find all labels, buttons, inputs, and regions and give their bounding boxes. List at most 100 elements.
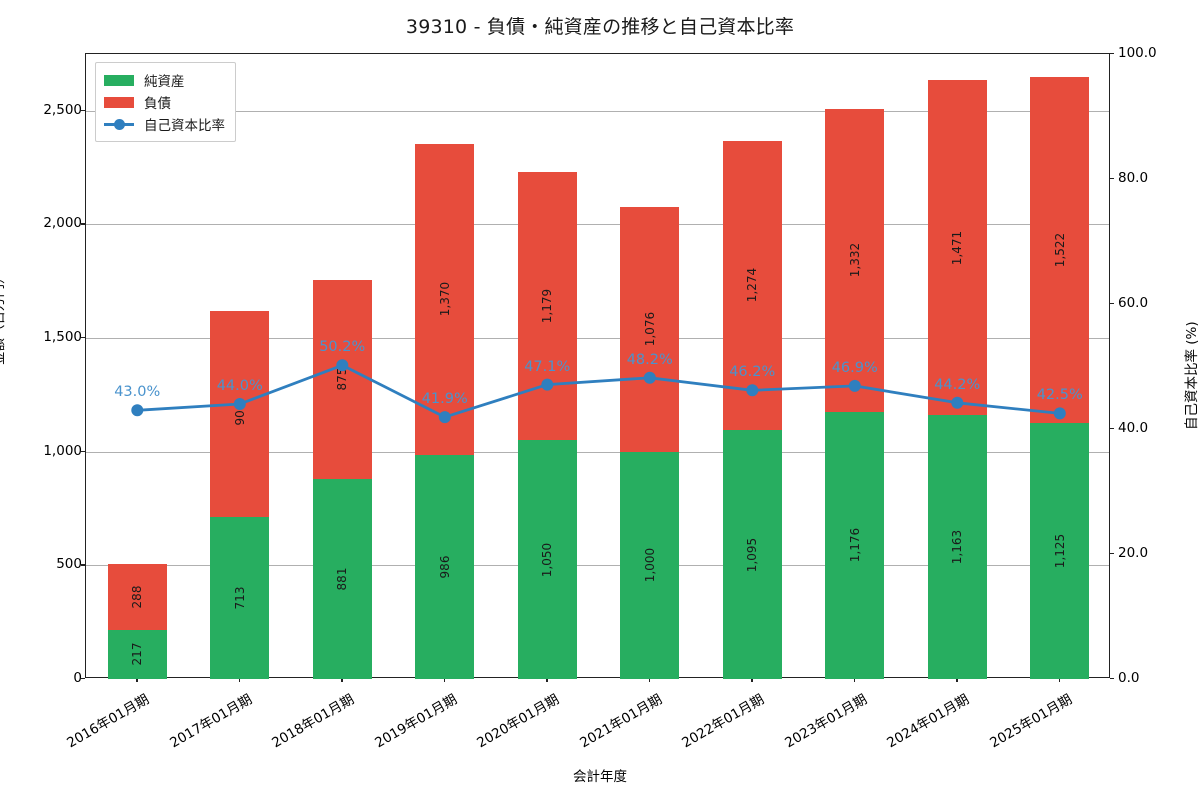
bar-segment-net-assets[interactable]: 713 [210,516,270,679]
bar-segment-liabilities[interactable]: 1,522 [1030,77,1090,424]
bar-segment-liabilities[interactable]: 1,179 [517,172,577,441]
bar-segment-liabilities[interactable]: 906 [210,311,270,517]
bar-value-label: 288 [130,585,145,609]
bar-value-label: 1,370 [437,282,452,317]
legend-label-net-assets: 純資産 [144,74,185,90]
bar-segment-liabilities[interactable]: 1,332 [825,109,885,412]
y-axis-left-tick-mark [81,450,85,453]
gridline [86,338,1109,340]
y-axis-right-tick-label: 40.0 [1118,420,1149,436]
bar-segment-liabilities[interactable]: 1,274 [722,140,782,431]
y-axis-right-tick-label: 80.0 [1118,170,1149,186]
y-axis-left-tick-label: 500 [56,556,82,573]
y-axis-left-tick-label: 2,000 [43,215,82,232]
x-axis-tick-mark [341,678,343,682]
y-axis-left-tick-label: 0 [73,670,82,686]
legend-marker-dot [114,119,125,130]
bar-value-label: 1,179 [540,289,555,324]
ratio-value-label: 43.0% [114,384,161,401]
gridline [86,565,1109,567]
bar-value-label: 713 [232,586,247,610]
gridline [86,110,1109,112]
y-axis-left-tick-label: 1,500 [43,329,82,346]
x-axis-tick-mark [443,678,446,682]
chart-legend[interactable]: 純資産 負債 自己資本比率 [95,62,236,142]
bar-segment-liabilities[interactable]: 1,370 [415,143,475,455]
bar-value-label: 881 [335,567,350,591]
x-axis-tick-mark [648,678,651,682]
legend-item-equity-ratio[interactable]: 自己資本比率 [104,113,225,135]
bar-segment-net-assets[interactable]: 1,176 [825,411,885,679]
y-axis-right-tick-mark [1110,178,1114,180]
x-axis-tick-mark [546,678,548,682]
bar-segment-net-assets[interactable]: 1,125 [1030,423,1090,679]
x-axis-tick-mark [956,678,958,682]
bar-segment-net-assets[interactable]: 1,050 [517,440,577,679]
ratio-value-label: 50.2% [319,339,366,356]
bar-value-label: 1,050 [540,542,555,577]
x-axis-tick-label: 2022年01月期 [679,691,768,752]
bar-segment-net-assets[interactable]: 1,095 [722,430,782,679]
y-axis-left-tick-mark [81,564,85,566]
legend-item-liabilities[interactable]: 負債 [104,91,225,113]
bar-segment-liabilities[interactable]: 875 [312,279,372,479]
y-axis-right-tick-label: 20.0 [1118,545,1149,561]
ratio-value-label: 48.2% [626,351,673,368]
y-axis-right-tick-mark [1110,553,1114,555]
x-axis-tick-mark [853,678,856,682]
y-axis-right-tick-mark [1110,53,1114,55]
bar-segment-net-assets[interactable]: 1,163 [927,414,987,679]
bar-segment-liabilities[interactable]: 1,076 [620,207,680,452]
bar-segment-net-assets[interactable]: 986 [415,454,475,679]
bar-value-label: 1,471 [950,230,965,265]
bar-value-label: 1,095 [745,537,760,572]
y-axis-label-left: 金額（百万円） [0,270,7,366]
bar-value-label: 1,274 [745,268,760,303]
ratio-data-point[interactable] [131,404,144,417]
y-axis-left-tick-mark [81,223,85,225]
x-axis-tick-mark [136,678,138,682]
y-axis-right-tick-mark [1110,428,1114,430]
legend-swatch-liabilities [104,96,134,108]
plot-area: 217 288 713 906 881 875 986 1,370 1,050 1,179 1,00… [85,53,1110,679]
bar-segment-net-assets[interactable]: 217 [107,629,167,679]
ratio-value-label: 42.5% [1036,387,1083,404]
bar-value-label: 986 [437,555,452,579]
y-axis-left-tick-mark [81,678,85,680]
bar-segment-net-assets[interactable]: 881 [312,478,372,679]
ratio-value-label: 41.9% [421,391,468,408]
chart-title: 39310 - 負債・純資産の推移と自己資本比率 [405,16,795,38]
y-axis-right-tick-label: 0.0 [1118,670,1140,686]
ratio-value-label: 46.2% [729,364,776,381]
y-axis-right-tick-label: 60.0 [1118,295,1149,311]
x-axis-tick-label: 2018年01月期 [269,691,358,752]
x-axis-tick-mark [1058,678,1061,682]
ratio-value-label: 44.2% [934,376,981,393]
bar-value-label: 1,522 [1052,233,1067,268]
x-axis-tick-mark [238,678,241,682]
y-axis-label-right: 自己資本比率 (%) [1184,321,1200,430]
x-axis-tick-label: 2024年01月期 [884,691,973,752]
x-axis-tick-label: 2017年01月期 [167,691,255,752]
y-axis-right-tick-label: 100.0 [1118,45,1157,61]
bar-segment-net-assets[interactable]: 1,000 [620,451,680,679]
bar-value-label: 1,125 [1052,533,1067,569]
bar-value-label: 1,163 [950,529,965,565]
x-axis-tick-mark [751,678,753,682]
legend-line-equity-ratio [104,117,134,131]
bar-segment-liabilities[interactable]: 1,471 [927,80,987,415]
x-axis-tick-label: 2023年01月期 [782,691,870,752]
y-axis-left-tick-label: 1,000 [43,442,82,459]
x-axis-tick-label: 2021年01月期 [577,691,665,752]
x-axis-tick-label: 2016年01月期 [64,691,153,752]
gridline [86,224,1109,226]
bar-value-label: 1,000 [642,548,657,583]
y-axis-left-tick-mark [81,109,85,112]
legend-item-net-assets[interactable]: 純資産 [104,69,225,91]
bar-segment-liabilities[interactable]: 288 [107,564,167,630]
x-axis-tick-label: 2020年01月期 [474,691,563,752]
gridline [86,451,1109,453]
y-axis-left-tick-mark [81,337,85,339]
legend-label-liabilities: 負債 [144,96,171,112]
